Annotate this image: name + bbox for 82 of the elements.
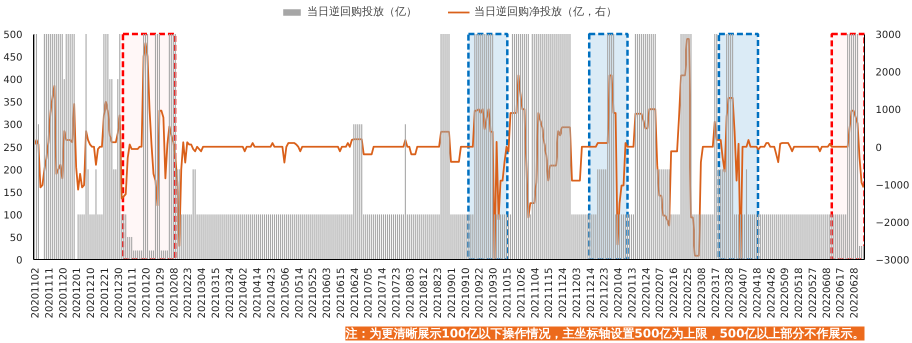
x-tick-label: 20220104: [614, 267, 625, 318]
y2-tick-label: −1000: [876, 180, 910, 192]
y-tick-label: 250: [3, 142, 23, 154]
x-tick-label: 20211026: [516, 267, 528, 318]
y-tick-label: 100: [3, 210, 23, 222]
x-tick-label: 20210506: [280, 267, 292, 318]
x-tick-label: 20210304: [197, 267, 208, 318]
x-tick-label: 20220509: [780, 267, 792, 318]
x-tick-label: 20210812: [419, 267, 430, 318]
x-tick-label: 20210603: [322, 267, 334, 318]
x-tick-label: 20211015: [502, 267, 514, 318]
y2-tick-label: 2000: [876, 68, 901, 79]
y-tick-label: 0: [16, 256, 23, 266]
x-tick-label: 20220628: [850, 267, 861, 318]
y2-tick-label: −3000: [876, 256, 910, 266]
y-tick-label: 450: [3, 52, 23, 64]
x-tick-label: 20210930: [488, 267, 500, 318]
y2-tick-label: 1000: [876, 105, 901, 116]
x-tick-label: 20210324: [224, 267, 236, 318]
x-tick-label: 20210922: [474, 267, 486, 318]
x-tick-label: 20201230: [114, 267, 125, 318]
x-tick-label: 20210714: [378, 267, 389, 318]
y-tick-label: 50: [10, 232, 23, 244]
x-tick-label: 20210514: [294, 267, 306, 318]
x-tick-label: 20220426: [766, 267, 778, 318]
x-tick-label: 20210315: [210, 267, 222, 318]
x-tick-label: 20220308: [696, 267, 708, 318]
x-tick-label: 20220527: [808, 267, 819, 318]
y-tick-label: 150: [3, 188, 23, 199]
x-tick-label: 20201210: [86, 267, 98, 318]
x-tick-label: 20210423: [266, 267, 278, 318]
legend-label: 当日逆回购投放（亿）: [307, 4, 417, 19]
y-tick-label: 400: [3, 75, 23, 86]
x-tick-label: 20220225: [682, 267, 694, 318]
x-tick-label: 20201120: [58, 267, 70, 318]
x-tick-label: 20220317: [710, 267, 722, 318]
x-tick-label: 20210111: [128, 267, 139, 318]
x-tick-label: 20220418: [752, 267, 764, 318]
x-tick-label: 20211104: [530, 267, 542, 318]
x-tick-label: 20210723: [391, 267, 402, 318]
y-tick-label: 350: [3, 98, 23, 109]
y2-tick-label: −2000: [876, 218, 910, 229]
x-tick-label: 20210624: [350, 267, 361, 318]
text: 注：为更清晰展示100亿以下操作情况，主坐标轴设置500亿为上限，500亿以上部分不作展示。: [344, 326, 865, 340]
x-tick-label: 20210223: [183, 267, 194, 318]
x-tick-label: 20220207: [655, 267, 666, 318]
x-tick-label: 20210414: [252, 267, 264, 318]
x-tick-label: 20220216: [669, 267, 680, 318]
x-tick-label: 20220608: [822, 267, 833, 318]
y2-tick-label: 3000: [876, 30, 901, 42]
x-tick-label: 20210910: [460, 267, 472, 318]
x-tick-label: 20220617: [836, 267, 847, 318]
x-tick-label: 20210823: [433, 267, 444, 318]
x-tick-label: 20211214: [586, 267, 597, 318]
x-tick-label: 20211115: [544, 267, 556, 318]
x-tick-label: 20220124: [641, 267, 652, 318]
x-tick-label: 20211124: [558, 267, 570, 318]
x-tick-label: 20211203: [572, 267, 583, 318]
y-tick-label: 500: [3, 30, 23, 42]
x-tick-label: 20201221: [100, 267, 111, 318]
y2-tick-label: 0: [876, 142, 882, 154]
x-tick-label: 20210803: [405, 267, 416, 318]
x-tick-label: 20210129: [155, 267, 166, 318]
x-tick-label: 20201102: [30, 267, 42, 318]
x-tick-label: 20211223: [600, 267, 611, 318]
x-tick-label: 20210901: [446, 267, 458, 318]
x-tick-label: 20201111: [44, 267, 56, 318]
x-tick-label: 20220407: [738, 267, 750, 318]
x-tick-label: 20210615: [336, 267, 347, 318]
y-tick-label: 300: [3, 120, 23, 132]
x-tick-label: 20210705: [364, 267, 375, 318]
x-tick-label: 20210402: [238, 267, 250, 318]
x-tick-label: 20220113: [627, 267, 638, 318]
x-tick-label: 20201201: [72, 267, 84, 318]
x-tick-label: 20220328: [724, 267, 736, 318]
x-tick-label: 20210208: [169, 267, 180, 318]
line-series: [34, 38, 864, 260]
x-tick-label: 20220518: [794, 267, 806, 318]
y-tick-label: 200: [3, 165, 23, 176]
x-tick-label: 20210525: [308, 267, 320, 318]
x-tick-label: 20210120: [142, 267, 153, 318]
legend-label: 当日逆回购净投放（亿，右）: [474, 4, 617, 19]
